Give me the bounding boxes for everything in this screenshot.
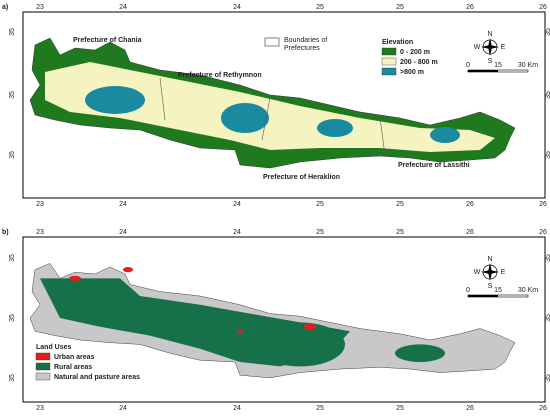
scale-label: 30 Km — [518, 287, 538, 294]
x-tick-label: 23 — [36, 405, 44, 412]
legend-label: Urban areas — [54, 354, 95, 361]
x-tick-label: 26 — [539, 405, 547, 412]
scale-label: 0 — [466, 62, 470, 69]
y-tick-label: 35 — [9, 314, 16, 322]
x-tick-label: 23 — [36, 229, 44, 236]
legend-swatch — [35, 352, 51, 361]
legend-swatch — [35, 362, 51, 371]
legend-swatch — [381, 57, 397, 66]
compass-letter: N — [487, 31, 492, 38]
legend-swatch — [35, 372, 51, 381]
x-tick-label: 25 — [316, 4, 324, 11]
scale-bar — [468, 70, 498, 72]
legend-swatch — [381, 47, 397, 56]
legend-label: Rural areas — [54, 364, 92, 371]
compass — [481, 263, 499, 281]
panel-frame — [22, 11, 546, 199]
compass-letter: S — [488, 58, 493, 65]
boundary-legend: Boundaries of — [284, 37, 327, 44]
legend-label: Natural and pasture areas — [54, 374, 140, 381]
x-tick-label: 24 — [233, 201, 241, 208]
y-tick-label: 35 — [545, 374, 550, 382]
y-tick-label: 35 — [545, 28, 550, 36]
y-tick-label: 35 — [9, 254, 16, 262]
prefecture-label: Prefecture of Chania — [73, 37, 142, 44]
compass-letter: W — [474, 44, 481, 51]
panel-label: a) — [2, 4, 8, 11]
x-tick-label: 25 — [316, 229, 324, 236]
elevation-map — [29, 37, 516, 169]
compass-letter: S — [488, 283, 493, 290]
scale-label: 0 — [466, 287, 470, 294]
y-tick-label: 35 — [545, 314, 550, 322]
landuse-map — [29, 262, 516, 379]
y-tick-label: 35 — [545, 254, 550, 262]
compass-letter: E — [501, 269, 506, 276]
x-tick-label: 23 — [36, 201, 44, 208]
compass-letter: N — [487, 256, 492, 263]
x-tick-label: 23 — [36, 4, 44, 11]
prefecture-label: Prefecture of Lassithi — [398, 162, 470, 169]
x-tick-label: 24 — [119, 229, 127, 236]
legend-title: Elevation — [382, 39, 413, 46]
x-tick-label: 25 — [396, 201, 404, 208]
legend-swatch — [381, 67, 397, 76]
x-tick-label: 24 — [233, 405, 241, 412]
legend-title: Land Uses — [36, 344, 72, 351]
x-tick-label: 24 — [119, 405, 127, 412]
scale-label: 15 — [494, 287, 502, 294]
x-tick-label: 26 — [539, 229, 547, 236]
x-tick-label: 25 — [396, 405, 404, 412]
x-tick-label: 26 — [466, 229, 474, 236]
x-tick-label: 24 — [233, 4, 241, 11]
y-tick-label: 35 — [9, 374, 16, 382]
legend-label: >800 m — [400, 69, 424, 76]
x-tick-label: 26 — [466, 201, 474, 208]
x-tick-label: 25 — [316, 405, 324, 412]
panel-label: b) — [2, 229, 9, 236]
y-tick-label: 35 — [545, 91, 550, 99]
compass — [481, 38, 499, 56]
boundary-swatch — [264, 37, 280, 47]
prefecture-label: Prefecture of Heraklion — [263, 174, 340, 181]
x-tick-label: 26 — [466, 4, 474, 11]
x-tick-label: 25 — [396, 229, 404, 236]
compass-letter: W — [474, 269, 481, 276]
scale-label: 30 Km — [518, 62, 538, 69]
compass-letter: E — [501, 44, 506, 51]
y-tick-label: 35 — [9, 91, 16, 99]
prefecture-label: Prefecture of Rethymnon — [178, 72, 262, 79]
panel-frame — [22, 236, 546, 403]
x-tick-label: 26 — [539, 201, 547, 208]
legend-label: 200 - 800 m — [400, 59, 438, 66]
x-tick-label: 26 — [466, 405, 474, 412]
scale-bar — [468, 295, 498, 297]
boundary-legend: Prefectures — [284, 45, 320, 52]
x-tick-label: 26 — [539, 4, 547, 11]
y-tick-label: 35 — [9, 151, 16, 159]
scale-label: 15 — [494, 62, 502, 69]
x-tick-label: 24 — [119, 4, 127, 11]
legend-label: 0 - 200 m — [400, 49, 430, 56]
y-tick-label: 35 — [545, 151, 550, 159]
x-tick-label: 25 — [316, 201, 324, 208]
x-tick-label: 24 — [233, 229, 241, 236]
x-tick-label: 25 — [396, 4, 404, 11]
x-tick-label: 24 — [119, 201, 127, 208]
y-tick-label: 35 — [9, 28, 16, 36]
